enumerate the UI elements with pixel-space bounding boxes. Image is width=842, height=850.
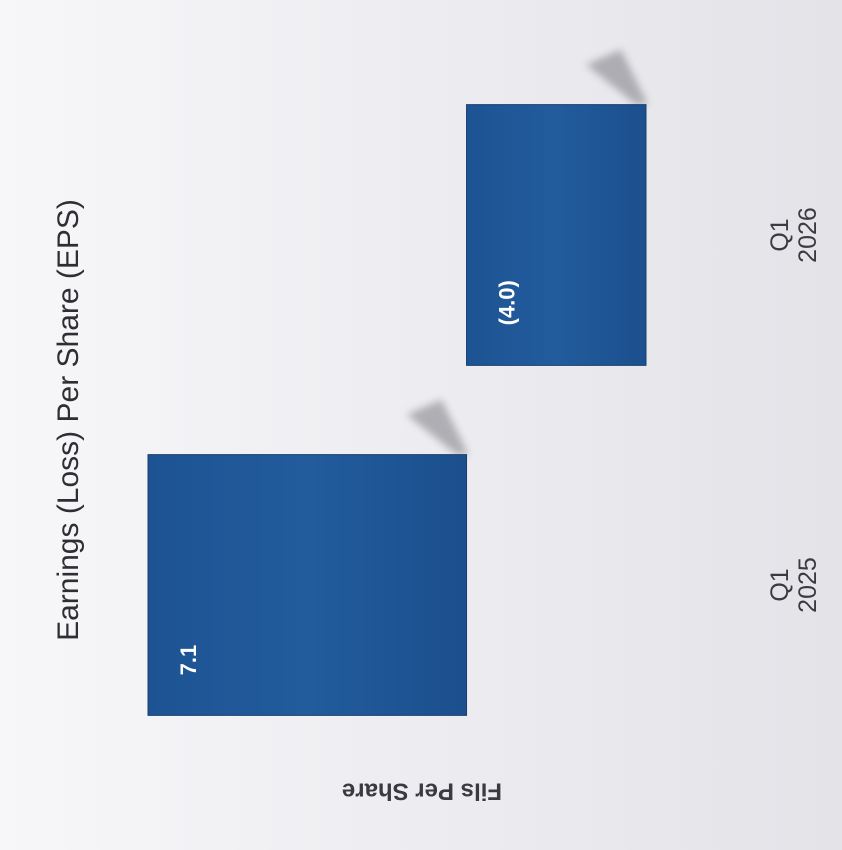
bar-q1-2025 — [147, 454, 468, 716]
category-label: Q12025 — [766, 557, 822, 613]
chart-title: Earnings (Loss) Per Share (EPS) — [52, 199, 85, 641]
value-label: (4.0) — [494, 280, 519, 325]
bar-shadow — [406, 399, 469, 455]
category-label: Q12026 — [766, 207, 822, 263]
y-axis-label: Fils Per Share — [342, 778, 502, 805]
value-label: 7.1 — [176, 645, 201, 676]
bar-shadows — [406, 49, 648, 455]
category-labels-group: Q12026 Q12025 — [766, 207, 822, 613]
value-labels-group: (4.0) 7.1 — [176, 280, 520, 675]
bar-shadow — [586, 49, 648, 105]
bars-group — [147, 104, 647, 716]
bar-q1-2026 — [466, 104, 647, 366]
